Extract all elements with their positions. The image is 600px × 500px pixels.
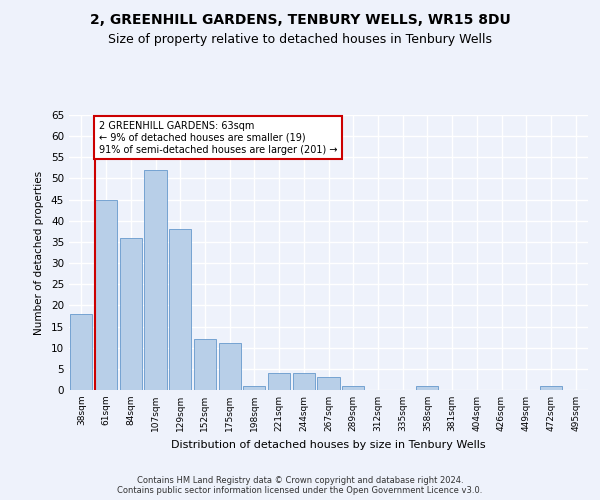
Bar xyxy=(540,386,562,390)
Text: 2 GREENHILL GARDENS: 63sqm
← 9% of detached houses are smaller (19)
91% of semi-: 2 GREENHILL GARDENS: 63sqm ← 9% of detac… xyxy=(98,122,337,154)
Bar xyxy=(243,386,265,390)
Bar xyxy=(70,314,92,390)
Bar xyxy=(145,170,167,390)
Y-axis label: Number of detached properties: Number of detached properties xyxy=(34,170,44,334)
Bar xyxy=(194,339,216,390)
Text: Contains HM Land Registry data © Crown copyright and database right 2024.
Contai: Contains HM Land Registry data © Crown c… xyxy=(118,476,482,495)
Bar xyxy=(293,373,315,390)
Bar xyxy=(95,200,117,390)
Bar xyxy=(268,373,290,390)
Bar xyxy=(119,238,142,390)
Text: Size of property relative to detached houses in Tenbury Wells: Size of property relative to detached ho… xyxy=(108,32,492,46)
Bar xyxy=(317,378,340,390)
Bar xyxy=(218,344,241,390)
Bar xyxy=(416,386,439,390)
Text: 2, GREENHILL GARDENS, TENBURY WELLS, WR15 8DU: 2, GREENHILL GARDENS, TENBURY WELLS, WR1… xyxy=(89,12,511,26)
Bar xyxy=(342,386,364,390)
Bar xyxy=(169,229,191,390)
X-axis label: Distribution of detached houses by size in Tenbury Wells: Distribution of detached houses by size … xyxy=(171,440,486,450)
